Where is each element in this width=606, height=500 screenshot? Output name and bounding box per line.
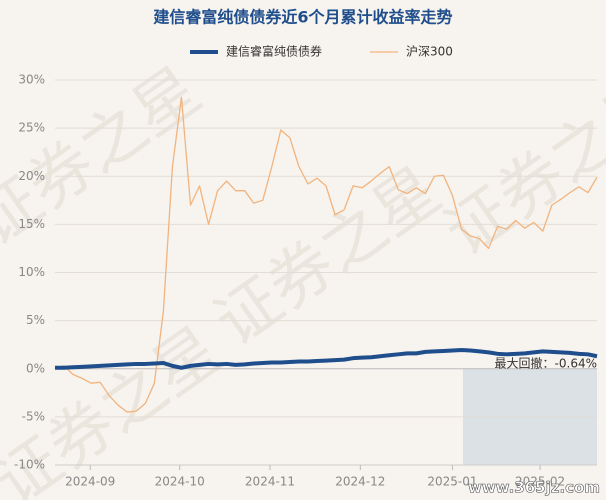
y-tick-label: 0% xyxy=(26,361,45,375)
legend-label: 沪深300 xyxy=(406,45,453,59)
x-tick-label: 2025-02 xyxy=(515,475,565,489)
x-tick-label: 2024-09 xyxy=(65,475,115,489)
x-tick-label: 2024-12 xyxy=(335,475,385,489)
y-tick-label: 15% xyxy=(18,217,45,231)
annotation: 最大回撤：-0.64% xyxy=(495,355,597,370)
y-tick-label: 30% xyxy=(18,73,45,87)
y-tick-label: 25% xyxy=(18,121,45,135)
chart-title: 建信睿富纯债债券近6个月累计收益率走势 xyxy=(153,8,452,27)
y-tick-label: 10% xyxy=(18,265,45,279)
watermark-url: www.365jz.com xyxy=(468,479,600,497)
x-tick-label: 2024-11 xyxy=(245,475,295,489)
series-line xyxy=(54,96,598,413)
legend-label: 建信睿富纯债债券 xyxy=(226,44,322,59)
x-tick-label: 2025-01 xyxy=(427,475,477,489)
y-tick-label: -5% xyxy=(22,409,45,423)
series-line xyxy=(55,347,598,370)
x-tick-label: 2024-10 xyxy=(155,475,205,489)
y-tick-label: 20% xyxy=(18,169,45,183)
y-tick-label: 5% xyxy=(26,313,45,327)
y-tick-label: -10% xyxy=(14,458,45,472)
